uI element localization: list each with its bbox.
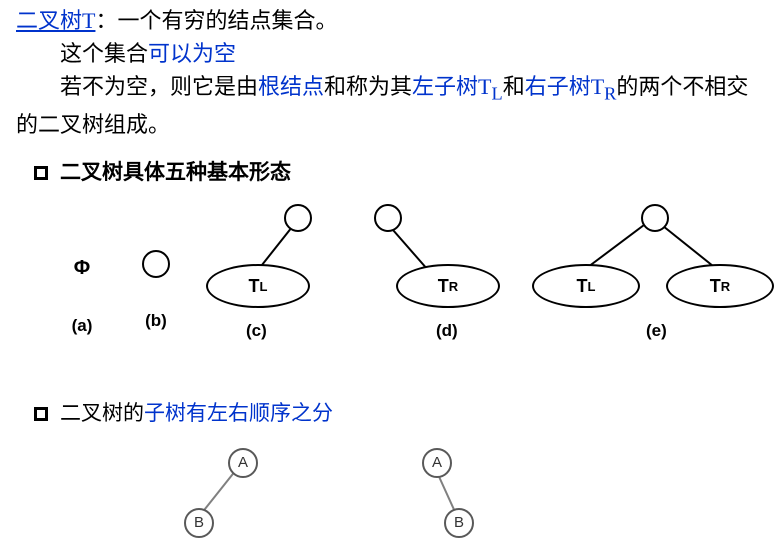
l3-and: 和 [503,74,525,99]
l3-root: 根结点 [258,74,324,99]
label-e: (e) [646,318,667,344]
t1-node-a: A [228,448,258,478]
term-binary-tree: 二叉树T [16,8,95,33]
line2-blue: 可以为空 [148,41,236,66]
bullet-five-forms: 二叉树具体五种基本形态 [34,157,766,189]
form-b: (b) [126,198,186,334]
label-c: (c) [246,318,267,344]
l3-right: 右子树TR [525,74,617,99]
form-c: TL (c) [196,198,346,348]
t2-node-a: A [422,448,452,478]
bullet-marker-icon [34,166,48,180]
label-b: (b) [126,308,186,334]
line2-pre: 这个集合 [60,41,148,66]
node-b [142,250,170,278]
order-trees-figure: A B A B [16,442,766,552]
l3-mid1: 和称为其 [324,74,412,99]
five-forms-figure: Φ (a) (b) TL (c) TR (d) [16,198,766,368]
bullet-marker-icon [34,407,48,421]
intro-line2: 这个集合可以为空 [16,37,766,70]
intro-block: 二叉树T：一个有穷的结点集合。 这个集合可以为空 若不为空，则它是由根结点和称为… [16,4,766,141]
bullet1-text: 二叉树具体五种基本形态 [60,157,291,189]
l3-left: 左子树TL [412,74,503,99]
l3-pre: 若不为空，则它是由 [60,74,258,99]
bullet2-blue: 子树有左右顺序之分 [144,398,333,430]
form-d: TR (d) [356,198,516,348]
colon: ： [95,8,117,33]
form-a: Φ (a) [52,198,112,339]
intro-line3: 若不为空，则它是由根结点和称为其左子树TL和右子树TR的两个不相交的二叉树组成。 [16,70,766,141]
intro-line1: 二叉树T：一个有穷的结点集合。 [16,4,766,37]
label-a: (a) [52,313,112,339]
phi-symbol: Φ [52,253,112,283]
def-rest: 一个有穷的结点集合。 [117,8,337,33]
bullet2-pre: 二叉树的 [60,398,144,430]
form-e: TL TR (e) [526,198,776,348]
t1-node-b: B [184,508,214,538]
t2-node-b: B [444,508,474,538]
bullet-order-matters: 二叉树的子树有左右顺序之分 [34,398,766,430]
label-d: (d) [436,318,458,344]
